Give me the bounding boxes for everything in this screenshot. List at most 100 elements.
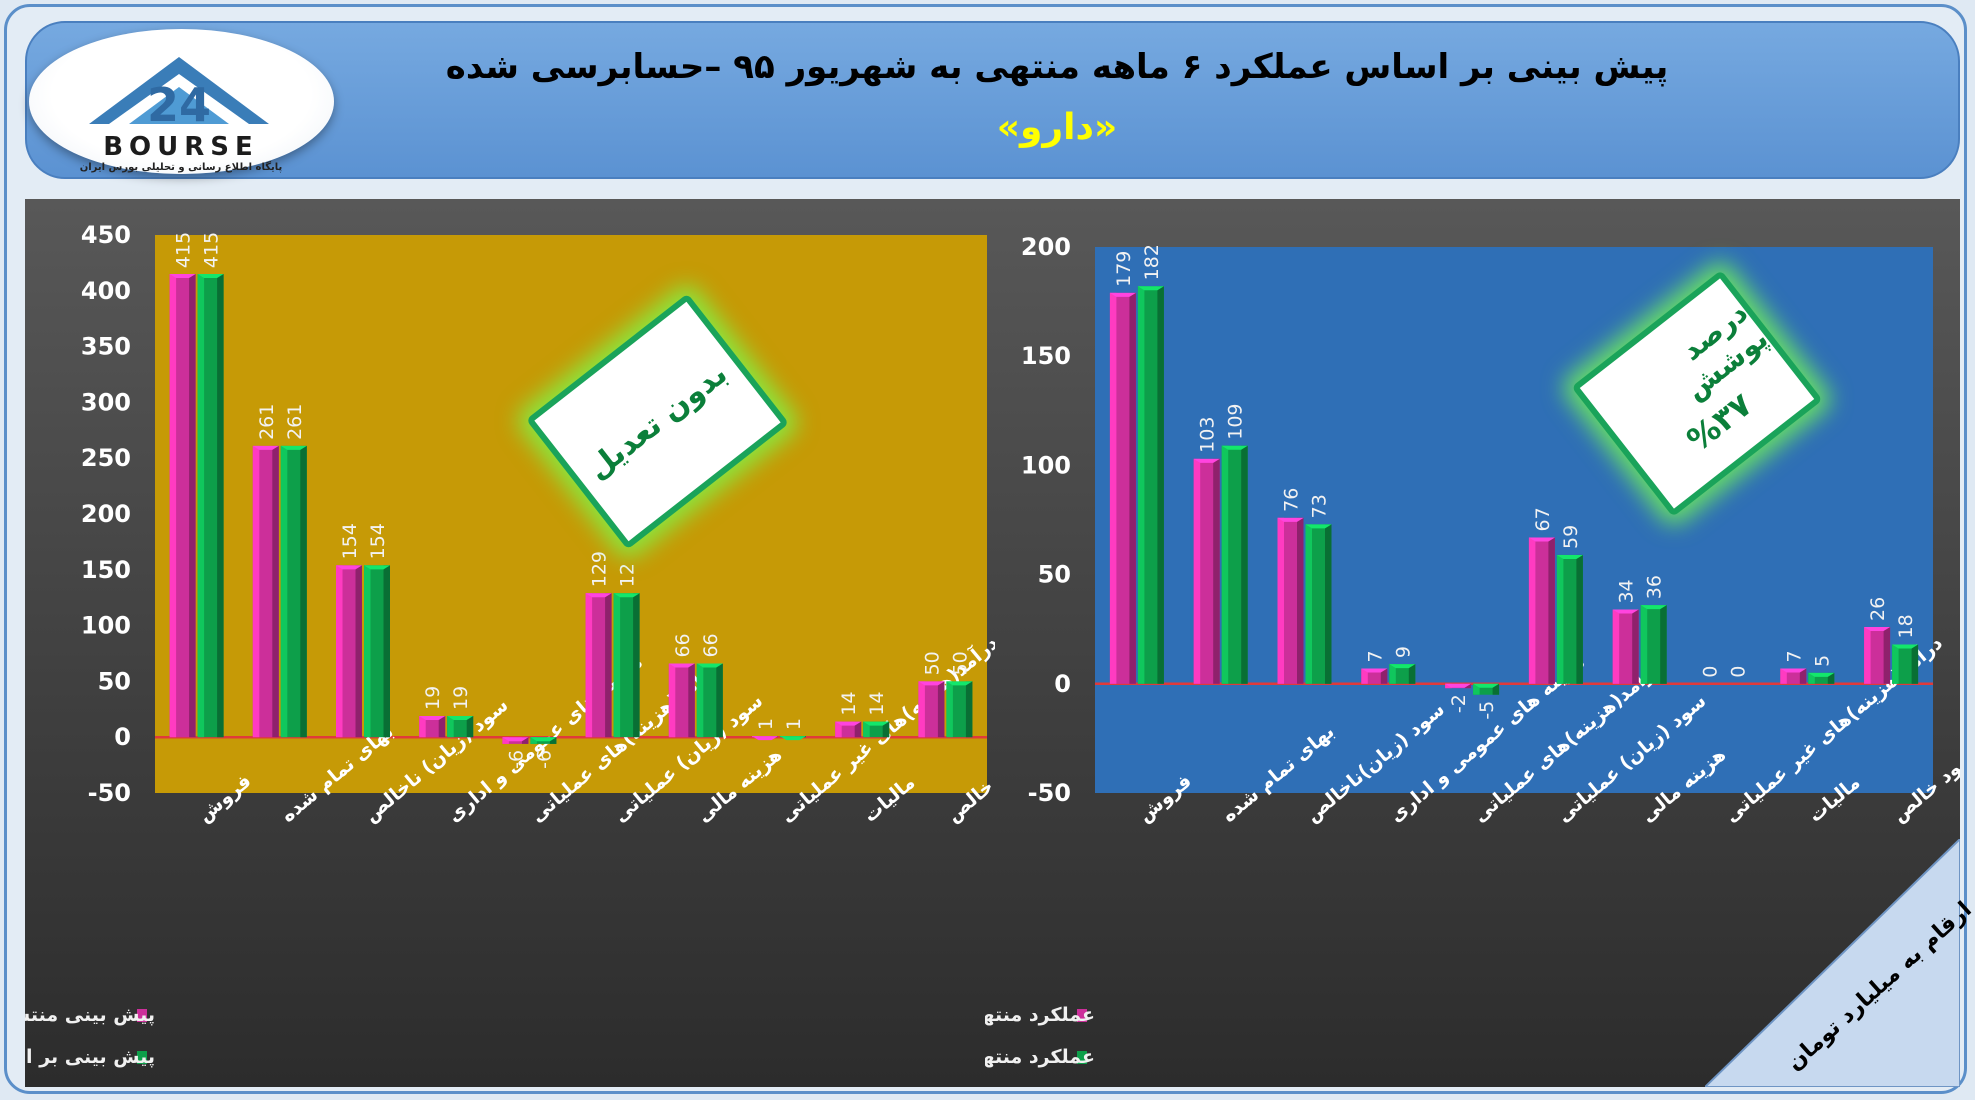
y-tick-label: 100 — [81, 612, 131, 640]
y-tick-label: 50 — [1038, 561, 1071, 589]
y-tick-label: 150 — [1021, 342, 1071, 370]
value-label: 415 — [201, 232, 223, 268]
page-subtitle: «دارو» — [996, 107, 1118, 148]
bar — [364, 565, 390, 738]
value-label: 14 — [838, 691, 860, 715]
value-label: 19 — [450, 686, 472, 710]
value-label: 7 — [1783, 650, 1805, 662]
y-tick-label: 450 — [81, 221, 131, 249]
bar — [419, 715, 446, 738]
bar — [1109, 292, 1136, 684]
value-label: 7 — [1364, 650, 1386, 662]
legend-label: پیش بینی بر اساس عملکرد ۶ ماهه — [25, 1046, 155, 1068]
bar — [835, 721, 862, 738]
legend-label: عملکرد منتهی به ۹۵/۰۶/۳۱ — [985, 1046, 1095, 1068]
charts-panel: 450 400 350 300 250 200 150 100 50 0 -50 415 415 فروش… — [25, 199, 1975, 1087]
units-corner — [1705, 839, 1960, 1087]
logo-brand: BOURSE — [103, 132, 259, 162]
bar — [1445, 683, 1472, 689]
bar — [447, 715, 474, 738]
y-tick-label: 150 — [81, 556, 131, 584]
bar — [752, 736, 778, 741]
value-label: 182 — [1141, 244, 1163, 280]
logo-number: 24 — [147, 78, 211, 132]
value-label: 18 — [1895, 614, 1917, 638]
value-label: 14 — [866, 691, 888, 715]
bar — [1528, 537, 1555, 684]
bar — [780, 736, 806, 741]
value-label: 59 — [1560, 525, 1582, 549]
value-label: 261 — [284, 404, 306, 440]
value-label: 19 — [422, 686, 444, 710]
value-label: 1 — [783, 718, 805, 730]
y-tick-label: -50 — [88, 779, 131, 807]
y-tick-label: 300 — [81, 388, 131, 416]
value-label: -2 — [1448, 694, 1470, 713]
value-label: -6 — [533, 750, 555, 769]
bar — [1808, 672, 1835, 684]
value-label: 415 — [173, 232, 195, 268]
bar — [1361, 668, 1388, 684]
bar — [696, 663, 723, 738]
bar — [1221, 445, 1248, 684]
y-tick-label: 100 — [1021, 451, 1071, 479]
value-label: 154 — [339, 523, 361, 559]
bar — [336, 565, 362, 738]
value-label: 9 — [1392, 646, 1414, 658]
bar — [946, 681, 973, 738]
y-tick-label: 250 — [81, 444, 131, 472]
value-label: 50 — [921, 651, 943, 675]
bourse24-logo: 24 BOURSE پایگاه اطلاع رسانی و تحلیلی بو… — [29, 29, 334, 174]
bar — [1640, 605, 1667, 684]
bar — [1864, 627, 1891, 684]
value-label: 0 — [1728, 666, 1750, 678]
legend-label: پیش بینی منتشر شده در تاریخ ۲۸ مهر — [25, 1004, 155, 1026]
value-label: 154 — [367, 523, 389, 559]
bar — [1556, 554, 1583, 684]
value-label: 0 — [1700, 666, 1722, 678]
bar — [1193, 458, 1220, 684]
value-label: 179 — [1113, 251, 1135, 287]
bar — [280, 445, 307, 738]
bar — [668, 663, 695, 738]
value-label: -6 — [505, 750, 527, 769]
value-label: 66 — [700, 633, 722, 657]
header-banner — [25, 21, 1960, 179]
bar — [1277, 517, 1304, 684]
value-label: 26 — [1867, 597, 1889, 621]
legend-marker — [1077, 1051, 1087, 1064]
page-title: پیش بینی بر اساس عملکرد ۶ ماهه منتهی به … — [445, 47, 1669, 87]
value-label: 67 — [1532, 507, 1554, 531]
value-label: 103 — [1197, 417, 1219, 453]
legend-marker — [137, 1051, 147, 1064]
badge-no-adjustment-text: بدون تعدیل — [580, 356, 735, 487]
bar — [585, 593, 612, 738]
legend-label: عملکرد منتهی به ۹۴/۰۶/۳۱ — [985, 1004, 1095, 1026]
bar — [530, 737, 557, 744]
bar — [502, 737, 529, 744]
y-tick-label: 0 — [114, 723, 131, 751]
legend-marker — [137, 1009, 147, 1022]
logo-mark: 24 BOURSE پایگاه اطلاع رسانی و تحلیلی بو… — [80, 57, 283, 173]
value-label: 76 — [1281, 488, 1303, 512]
bar — [1780, 668, 1807, 684]
value-label: 261 — [256, 404, 278, 440]
bar — [1305, 524, 1332, 684]
bar — [863, 721, 890, 738]
value-label: -5 — [1476, 701, 1498, 720]
bar — [252, 445, 279, 738]
bar — [169, 274, 196, 738]
bar — [1612, 609, 1639, 684]
y-tick-label: 200 — [1021, 233, 1071, 261]
bar — [918, 681, 945, 738]
y-tick-label: -50 — [1028, 779, 1071, 807]
value-label: 1 — [755, 718, 777, 730]
y-tick-label: 50 — [98, 667, 131, 695]
value-label: 129 — [589, 551, 611, 587]
page-frame: 24 BOURSE پایگاه اطلاع رسانی و تحلیلی بو… — [4, 4, 1975, 1094]
bar — [1137, 286, 1164, 684]
value-label: 109 — [1225, 403, 1247, 439]
value-label: 73 — [1309, 494, 1331, 518]
